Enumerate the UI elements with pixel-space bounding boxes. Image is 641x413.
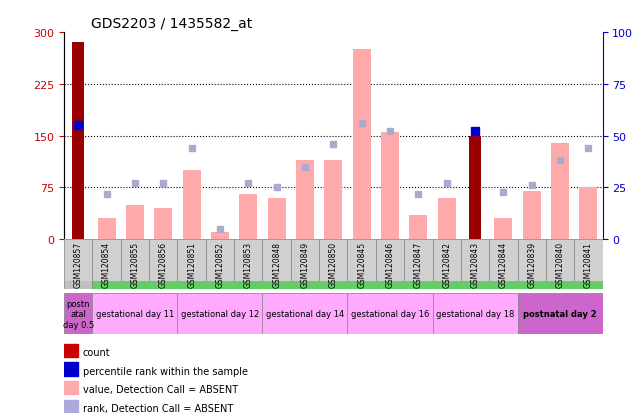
FancyBboxPatch shape [291,240,319,281]
Bar [211,233,229,240]
Text: refere
nce: refere nce [67,259,90,278]
Text: GSM120855: GSM120855 [131,242,140,287]
FancyBboxPatch shape [92,248,603,289]
Text: GDS2203 / 1435582_at: GDS2203 / 1435582_at [91,17,253,31]
Text: GSM120846: GSM120846 [385,242,394,287]
FancyBboxPatch shape [347,240,376,281]
Text: GSM120852: GSM120852 [215,242,224,287]
Text: gestational day 11: gestational day 11 [96,309,174,318]
Text: GSM120857: GSM120857 [74,242,83,287]
FancyBboxPatch shape [234,240,262,281]
FancyBboxPatch shape [206,240,234,281]
Bar [64,363,78,376]
FancyBboxPatch shape [404,240,433,281]
Text: rank, Detection Call = ABSENT: rank, Detection Call = ABSENT [83,403,233,413]
Bar [410,216,428,240]
FancyBboxPatch shape [517,240,546,281]
Text: GSM120849: GSM120849 [301,242,310,287]
Text: gestational day 14: gestational day 14 [266,309,344,318]
FancyBboxPatch shape [347,293,433,335]
Bar [523,191,540,240]
Bar [154,209,172,240]
FancyBboxPatch shape [433,240,461,281]
Bar [551,143,569,240]
FancyBboxPatch shape [319,240,347,281]
Text: count: count [83,347,110,357]
Bar [353,50,370,240]
FancyBboxPatch shape [178,240,206,281]
FancyBboxPatch shape [92,240,121,281]
Bar [579,188,597,240]
Text: postnatal day 2: postnatal day 2 [523,309,597,318]
Bar [381,133,399,240]
Bar [494,219,512,240]
FancyBboxPatch shape [121,240,149,281]
Bar [438,198,456,240]
Text: gestational day 18: gestational day 18 [436,309,514,318]
FancyBboxPatch shape [461,240,489,281]
Bar [268,198,286,240]
FancyBboxPatch shape [262,293,347,335]
Text: GSM120844: GSM120844 [499,242,508,287]
Bar [126,205,144,240]
Text: GSM120843: GSM120843 [470,242,479,287]
Text: GSM120848: GSM120848 [272,242,281,287]
FancyBboxPatch shape [92,293,178,335]
FancyBboxPatch shape [546,240,574,281]
Text: GSM120841: GSM120841 [584,242,593,287]
Text: postn
atal
day 0.5: postn atal day 0.5 [63,299,94,329]
FancyBboxPatch shape [262,240,291,281]
Text: GSM120842: GSM120842 [442,242,451,287]
Bar [296,160,314,240]
Bar [64,344,78,357]
FancyBboxPatch shape [64,293,92,335]
Text: percentile rank within the sample: percentile rank within the sample [83,366,248,375]
Text: GSM120854: GSM120854 [102,242,111,287]
Bar [64,381,78,394]
Text: gestational day 16: gestational day 16 [351,309,429,318]
FancyBboxPatch shape [149,240,178,281]
Text: GSM120847: GSM120847 [414,242,423,287]
Bar [324,160,342,240]
Bar [183,171,201,240]
FancyBboxPatch shape [489,240,517,281]
FancyBboxPatch shape [178,293,262,335]
FancyBboxPatch shape [574,240,603,281]
Text: GSM120840: GSM120840 [556,242,565,287]
Bar [239,195,257,240]
Text: value, Detection Call = ABSENT: value, Detection Call = ABSENT [83,384,238,394]
Bar [97,219,115,240]
Text: GSM120856: GSM120856 [159,242,168,287]
FancyBboxPatch shape [64,248,92,289]
Bar [72,43,84,240]
Text: GSM120839: GSM120839 [527,242,536,287]
Text: GSM120845: GSM120845 [357,242,366,287]
Bar [64,400,78,413]
Text: gestational day 12: gestational day 12 [181,309,259,318]
Text: GSM120851: GSM120851 [187,242,196,287]
Bar [469,136,481,240]
FancyBboxPatch shape [517,293,603,335]
Text: ovary: ovary [332,263,363,273]
FancyBboxPatch shape [64,240,92,281]
FancyBboxPatch shape [433,293,517,335]
FancyBboxPatch shape [376,240,404,281]
Text: GSM120850: GSM120850 [329,242,338,287]
Text: GSM120853: GSM120853 [244,242,253,287]
